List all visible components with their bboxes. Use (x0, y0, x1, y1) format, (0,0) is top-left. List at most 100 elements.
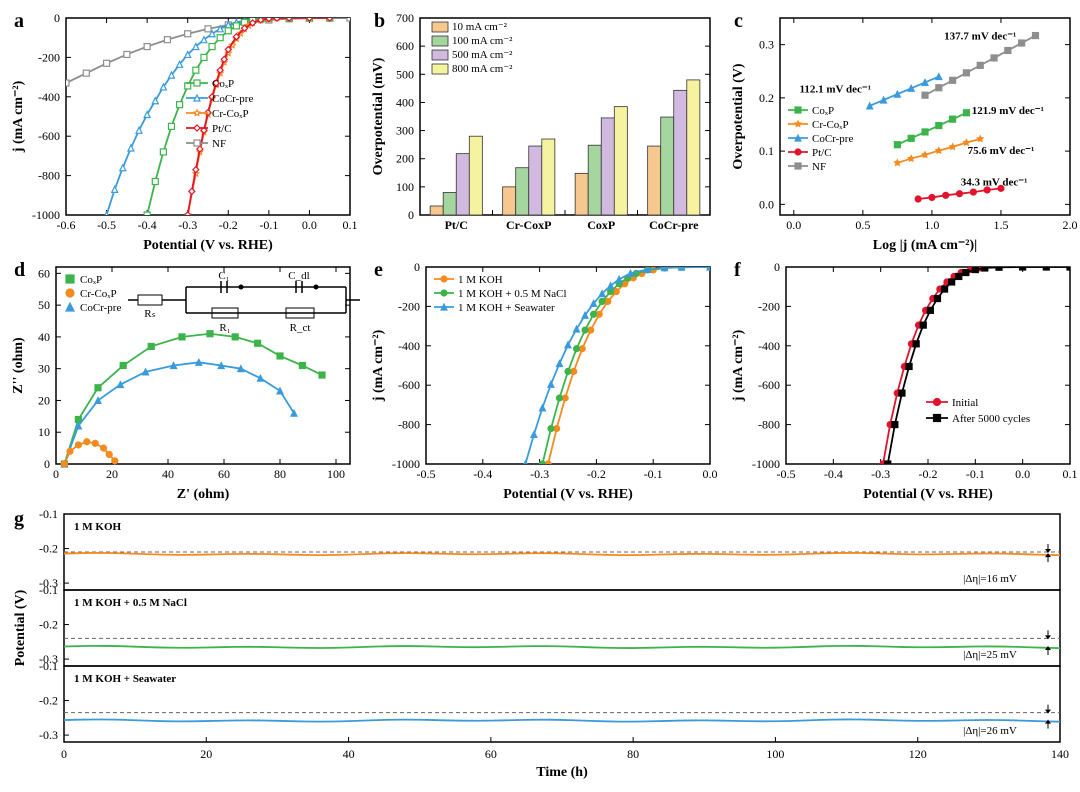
svg-text:-0.4: -0.4 (824, 467, 843, 481)
svg-text:-200: -200 (758, 299, 780, 313)
svg-text:-600: -600 (758, 378, 780, 392)
svg-text:1.0: 1.0 (924, 218, 939, 232)
svg-text:0: 0 (54, 11, 60, 25)
svg-text:CoxP: CoxP (587, 218, 615, 232)
svg-text:-1000: -1000 (752, 457, 780, 471)
svg-text:Overpotential (mV): Overpotential (mV) (371, 57, 386, 175)
svg-text:Pt/C: Pt/C (812, 147, 832, 159)
svg-text:-0.3: -0.3 (530, 467, 549, 481)
svg-text:1.5: 1.5 (993, 218, 1008, 232)
svg-text:CoCr-pre: CoCr-pre (80, 302, 121, 314)
svg-text:-400: -400 (758, 339, 780, 353)
svg-text:0.1: 0.1 (1063, 467, 1078, 481)
svg-text:0.3: 0.3 (759, 38, 774, 52)
svg-text:|Δη|=25 mV: |Δη|=25 mV (963, 649, 1017, 661)
panel-c-label: c (734, 10, 743, 33)
svg-text:j (mA cm⁻²): j (mA cm⁻²) (11, 80, 26, 153)
svg-text:0.1: 0.1 (759, 144, 774, 158)
svg-text:NF: NF (812, 161, 826, 173)
svg-text:0: 0 (414, 260, 420, 274)
svg-text:10 mA cm⁻²: 10 mA cm⁻² (452, 21, 508, 33)
svg-text:200: 200 (396, 152, 414, 166)
svg-text:500: 500 (396, 67, 414, 81)
svg-text:121.9 mV dec⁻¹: 121.9 mV dec⁻¹ (972, 105, 1044, 117)
svg-text:j (mA cm⁻²): j (mA cm⁻²) (731, 329, 746, 402)
svg-text:-800: -800 (758, 418, 780, 432)
svg-text:40: 40 (162, 467, 174, 481)
svg-text:100 mA cm⁻²: 100 mA cm⁻² (452, 35, 513, 47)
svg-text:800 mA cm⁻²: 800 mA cm⁻² (452, 63, 513, 75)
panel-b: b 0100200300400500600700Overpotential (m… (368, 8, 720, 253)
svg-text:1 M KOH + 0.5 M NaCl: 1 M KOH + 0.5 M NaCl (74, 597, 187, 609)
svg-text:-0.1: -0.1 (644, 467, 663, 481)
svg-text:-0.3: -0.3 (39, 728, 58, 742)
svg-text:50: 50 (38, 298, 50, 312)
svg-text:-600: -600 (398, 378, 420, 392)
svg-text:500 mA cm⁻²: 500 mA cm⁻² (452, 49, 513, 61)
svg-text:-0.1: -0.1 (259, 218, 278, 232)
svg-text:Potential (V vs. RHE): Potential (V vs. RHE) (503, 487, 633, 502)
svg-text:-0.1: -0.1 (39, 583, 58, 597)
panel-a: a -0.6-0.5-0.4-0.3-0.2-0.10.00.1-1000-80… (8, 8, 360, 253)
svg-text:Pt/C: Pt/C (445, 218, 468, 232)
svg-text:-0.1: -0.1 (39, 507, 58, 521)
panel-d: d 0204060801000102030405060Z' (ohm)Z'' (… (8, 257, 360, 502)
svg-text:CoCr-pre: CoCr-pre (649, 218, 699, 232)
svg-text:0: 0 (774, 260, 780, 274)
svg-text:0.0: 0.0 (302, 218, 317, 232)
svg-text:1 M KOH + Seawater: 1 M KOH + Seawater (74, 673, 176, 685)
svg-text:137.7 mV dec⁻¹: 137.7 mV dec⁻¹ (944, 30, 1016, 42)
svg-text:40: 40 (343, 747, 355, 761)
svg-text:-400: -400 (398, 339, 420, 353)
svg-text:-0.2: -0.2 (219, 218, 238, 232)
svg-text:0: 0 (53, 467, 59, 481)
svg-text:1 M KOH + 0.5 M NaCl: 1 M KOH + 0.5 M NaCl (458, 288, 567, 300)
svg-text:-0.2: -0.2 (919, 467, 938, 481)
svg-text:-0.3: -0.3 (871, 467, 890, 481)
svg-text:-0.2: -0.2 (39, 542, 58, 556)
svg-text:100: 100 (327, 467, 345, 481)
panel-g: g Potential (V)-0.3-0.2-0.11 M KOH|Δη|=1… (8, 506, 1072, 782)
svg-text:-0.1: -0.1 (39, 659, 58, 673)
svg-text:CoₓP: CoₓP (80, 274, 102, 286)
svg-text:-0.3: -0.3 (178, 218, 197, 232)
svg-text:Overpotential (V): Overpotential (V) (731, 63, 746, 169)
svg-text:-1000: -1000 (32, 208, 60, 222)
svg-text:-400: -400 (38, 90, 60, 104)
svg-text:R_ct: R_ct (290, 322, 311, 334)
svg-text:60: 60 (218, 467, 230, 481)
svg-text:|Δη|=26 mV: |Δη|=26 mV (963, 725, 1017, 737)
panel-b-label: b (374, 10, 385, 33)
svg-text:Potential (V vs. RHE): Potential (V vs. RHE) (143, 238, 273, 253)
svg-text:0: 0 (408, 208, 414, 222)
svg-text:400: 400 (396, 95, 414, 109)
svg-text:60: 60 (38, 266, 50, 280)
svg-text:-200: -200 (38, 50, 60, 64)
svg-text:100: 100 (396, 180, 414, 194)
svg-text:2.0: 2.0 (1063, 218, 1078, 232)
svg-text:1 M KOH: 1 M KOH (458, 274, 503, 286)
svg-text:CoCr-pre: CoCr-pre (812, 133, 853, 145)
svg-text:Time (h): Time (h) (536, 765, 588, 780)
svg-text:Initial: Initial (952, 397, 978, 409)
svg-text:60: 60 (485, 747, 497, 761)
svg-text:140: 140 (1051, 747, 1069, 761)
svg-text:C₁: C₁ (218, 270, 229, 282)
panel-f: f -0.5-0.4-0.3-0.2-0.10.00.1-1000-800-60… (728, 257, 1080, 502)
svg-text:Rₛ: Rₛ (144, 308, 155, 320)
svg-text:-0.2: -0.2 (39, 694, 58, 708)
svg-text:20: 20 (38, 393, 50, 407)
svg-text:0: 0 (61, 747, 67, 761)
svg-text:Potential (V vs. RHE): Potential (V vs. RHE) (863, 487, 993, 502)
svg-text:75.6 mV dec⁻¹: 75.6 mV dec⁻¹ (968, 145, 1035, 157)
row-1: a -0.6-0.5-0.4-0.3-0.2-0.10.00.1-1000-80… (8, 8, 1072, 253)
svg-text:0.2: 0.2 (759, 91, 774, 105)
svg-text:C_dl: C_dl (288, 270, 309, 282)
svg-text:|Δη|=16 mV: |Δη|=16 mV (963, 573, 1017, 585)
svg-text:0.1: 0.1 (343, 218, 358, 232)
svg-text:-0.5: -0.5 (97, 218, 116, 232)
panel-d-label: d (14, 259, 25, 282)
svg-text:80: 80 (274, 467, 286, 481)
svg-text:-0.2: -0.2 (587, 467, 606, 481)
svg-text:CoCr-pre: CoCr-pre (212, 93, 253, 105)
